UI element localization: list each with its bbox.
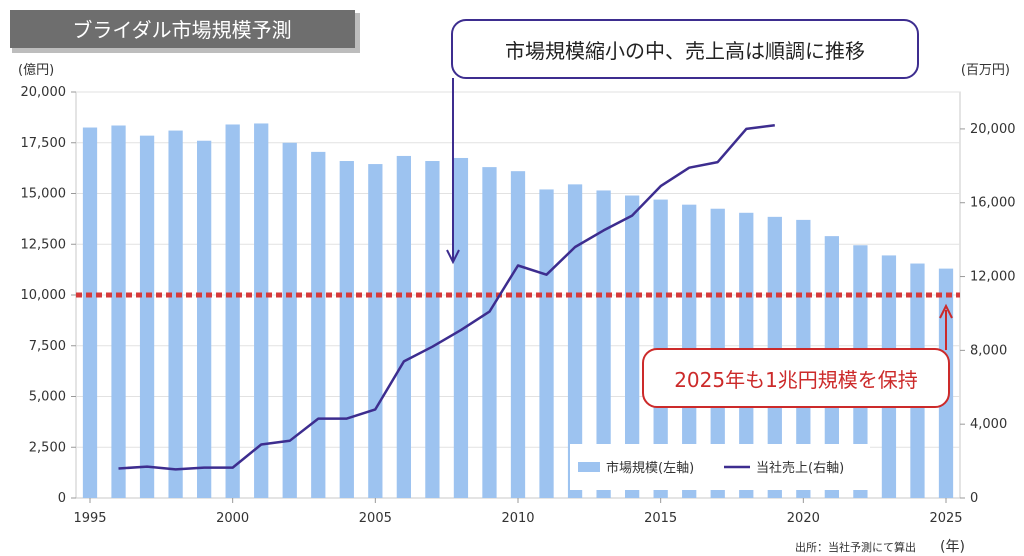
- title-banner: [10, 10, 355, 48]
- right-tick-label: 4,000: [970, 417, 1007, 432]
- bar-2000: [225, 124, 240, 498]
- red-arrow-head-icon: [939, 303, 953, 319]
- bar-2004: [339, 161, 354, 498]
- right-tick-label: 0: [970, 491, 978, 506]
- bar-2003: [311, 151, 326, 498]
- growth-callout-text: 市場規模縮小の中、売上高は順調に推移: [505, 39, 865, 63]
- legend-bar-swatch: [578, 462, 600, 472]
- bar-2008: [453, 157, 469, 498]
- legend-line-label: 当社売上(右軸): [756, 460, 844, 476]
- bar-2012: [567, 184, 583, 499]
- right-tick-label: 12,000: [970, 270, 1016, 285]
- right-tick-label: 20,000: [970, 122, 1016, 137]
- market-callout-box: [642, 348, 950, 408]
- bar-2006: [396, 155, 411, 498]
- bar-1996: [111, 125, 126, 499]
- right-tick-label: 16,000: [970, 196, 1016, 211]
- chart-title: ブライダル市場規模予測: [72, 18, 291, 42]
- left-tick-label: 0: [58, 491, 66, 506]
- bar-2011: [539, 189, 554, 498]
- legend: 市場規模(左軸) 当社売上(右軸): [570, 444, 870, 490]
- bar-2002: [282, 142, 297, 498]
- bar-1998: [168, 130, 183, 498]
- x-tick-label: 2025: [929, 511, 962, 526]
- left-tick-label: 20,000: [21, 85, 67, 100]
- x-axis-unit: (年): [940, 539, 965, 555]
- x-tick-label: 2010: [501, 511, 534, 526]
- bar-2009: [482, 167, 497, 499]
- company-sales-line: [118, 123, 775, 471]
- source-note: 出所：当社予測にて算出: [795, 540, 916, 554]
- bar-1997: [139, 135, 155, 498]
- x-tick-label: 1995: [73, 511, 106, 526]
- x-tick-label: 2020: [787, 511, 820, 526]
- market-callout-text: 2025年も1兆円規模を保持: [674, 368, 918, 392]
- bar-2001: [254, 123, 269, 498]
- market-size-bars: [82, 123, 954, 499]
- left-tick-label: 10,000: [21, 288, 67, 303]
- bar-2005: [368, 164, 383, 498]
- right-tick-label: 8,000: [970, 343, 1007, 358]
- left-tick-label: 7,500: [29, 339, 66, 354]
- left-tick-label: 5,000: [29, 390, 66, 405]
- left-tick-label: 15,000: [21, 187, 67, 202]
- right-axis: 0 4,000 8,000 12,000 16,000 20,000: [960, 122, 1016, 506]
- left-tick-label: 17,500: [21, 136, 67, 151]
- left-tick-label: 12,500: [21, 237, 67, 252]
- legend-bar-label: 市場規模(左軸): [606, 460, 694, 476]
- x-tick-label: 2015: [644, 511, 677, 526]
- bar-2010: [510, 171, 526, 499]
- left-tick-label: 2,500: [29, 440, 66, 455]
- bar-1999: [197, 140, 212, 498]
- bar-2007: [425, 161, 440, 498]
- x-axis: 1995 2000 2005 2010 2015 2020 2025: [73, 498, 963, 526]
- x-tick-label: 2005: [359, 511, 392, 526]
- legend-box: [570, 444, 870, 490]
- bar-1995: [82, 127, 98, 499]
- bar-2014: [625, 195, 640, 498]
- right-axis-unit: (百万円): [961, 63, 1010, 78]
- callout-arrow-head-icon: [446, 249, 460, 265]
- growth-callout-box: [451, 19, 919, 79]
- bar-2013: [596, 190, 611, 498]
- x-tick-label: 2000: [216, 511, 249, 526]
- left-axis-unit: (億円): [18, 62, 54, 78]
